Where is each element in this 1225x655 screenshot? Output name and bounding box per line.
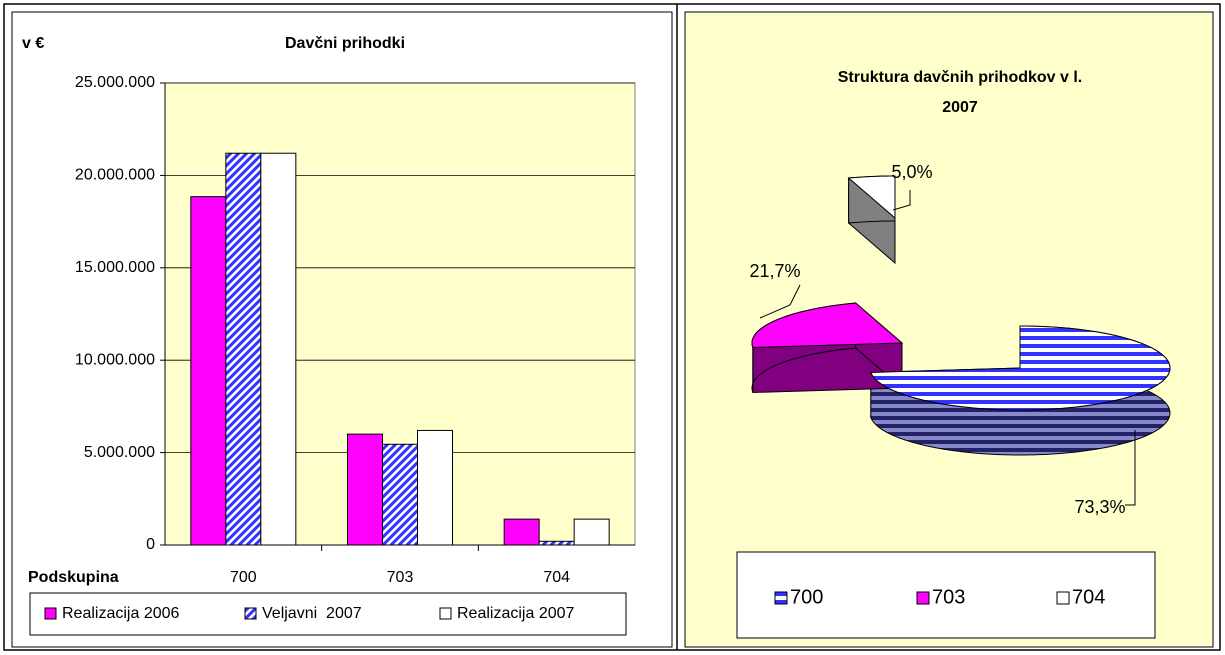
frame bbox=[3, 3, 1221, 651]
legend-swatch bbox=[244, 607, 257, 620]
data-label: 5,0% bbox=[891, 162, 932, 182]
y-tick-label: 25.000.000 bbox=[75, 74, 155, 91]
chart-title: Struktura davčnih prihodkov v l. 2007 bbox=[838, 69, 1083, 116]
legend-label: 704 bbox=[1072, 586, 1105, 608]
bar bbox=[573, 518, 610, 546]
data-label: 21,7% bbox=[749, 261, 800, 281]
chart-title: Davčni prihodki bbox=[285, 35, 405, 52]
legend-swatch bbox=[774, 591, 788, 605]
legend-box bbox=[29, 592, 627, 636]
bar bbox=[382, 443, 418, 546]
leader-line bbox=[759, 284, 801, 319]
legend-label: Realizacija 2006 bbox=[62, 605, 180, 622]
legend-swatch bbox=[439, 607, 452, 620]
legend-label: 700 bbox=[790, 586, 823, 608]
data-label: 73,3% bbox=[1074, 497, 1125, 517]
y-tick-label: 20.000.000 bbox=[75, 167, 155, 184]
bar bbox=[417, 429, 453, 546]
y-tick-label: 15.000.000 bbox=[75, 259, 155, 276]
legend-swatch bbox=[916, 591, 930, 605]
legend-label: Veljavni 2007 bbox=[262, 605, 362, 622]
bar bbox=[225, 152, 262, 546]
x-tick-label: 703 bbox=[387, 569, 414, 586]
bar bbox=[538, 540, 575, 546]
legend-label: 703 bbox=[932, 586, 965, 608]
leader-line bbox=[1125, 430, 1136, 506]
y-axis-label: v € bbox=[22, 35, 44, 52]
bar bbox=[260, 152, 297, 546]
pie-slice bbox=[751, 302, 904, 348]
legend-swatch bbox=[1056, 591, 1070, 605]
bar bbox=[503, 518, 540, 546]
y-tick-label: 5.000.000 bbox=[84, 444, 155, 461]
y-tick-label: 0 bbox=[146, 536, 155, 553]
x-tick-label: 704 bbox=[543, 569, 570, 586]
legend-box bbox=[736, 551, 1156, 639]
legend-label: Realizacija 2007 bbox=[457, 605, 575, 622]
pie-slice bbox=[870, 325, 1171, 411]
y-tick-label: 10.000.000 bbox=[75, 351, 155, 368]
bar bbox=[190, 196, 227, 546]
bar bbox=[347, 433, 383, 546]
legend-swatch bbox=[44, 607, 57, 620]
x-tick-label: 700 bbox=[230, 569, 257, 586]
leader-line bbox=[892, 190, 911, 211]
x-axis-label: Podskupina bbox=[28, 569, 119, 586]
pie-slice bbox=[847, 175, 896, 220]
